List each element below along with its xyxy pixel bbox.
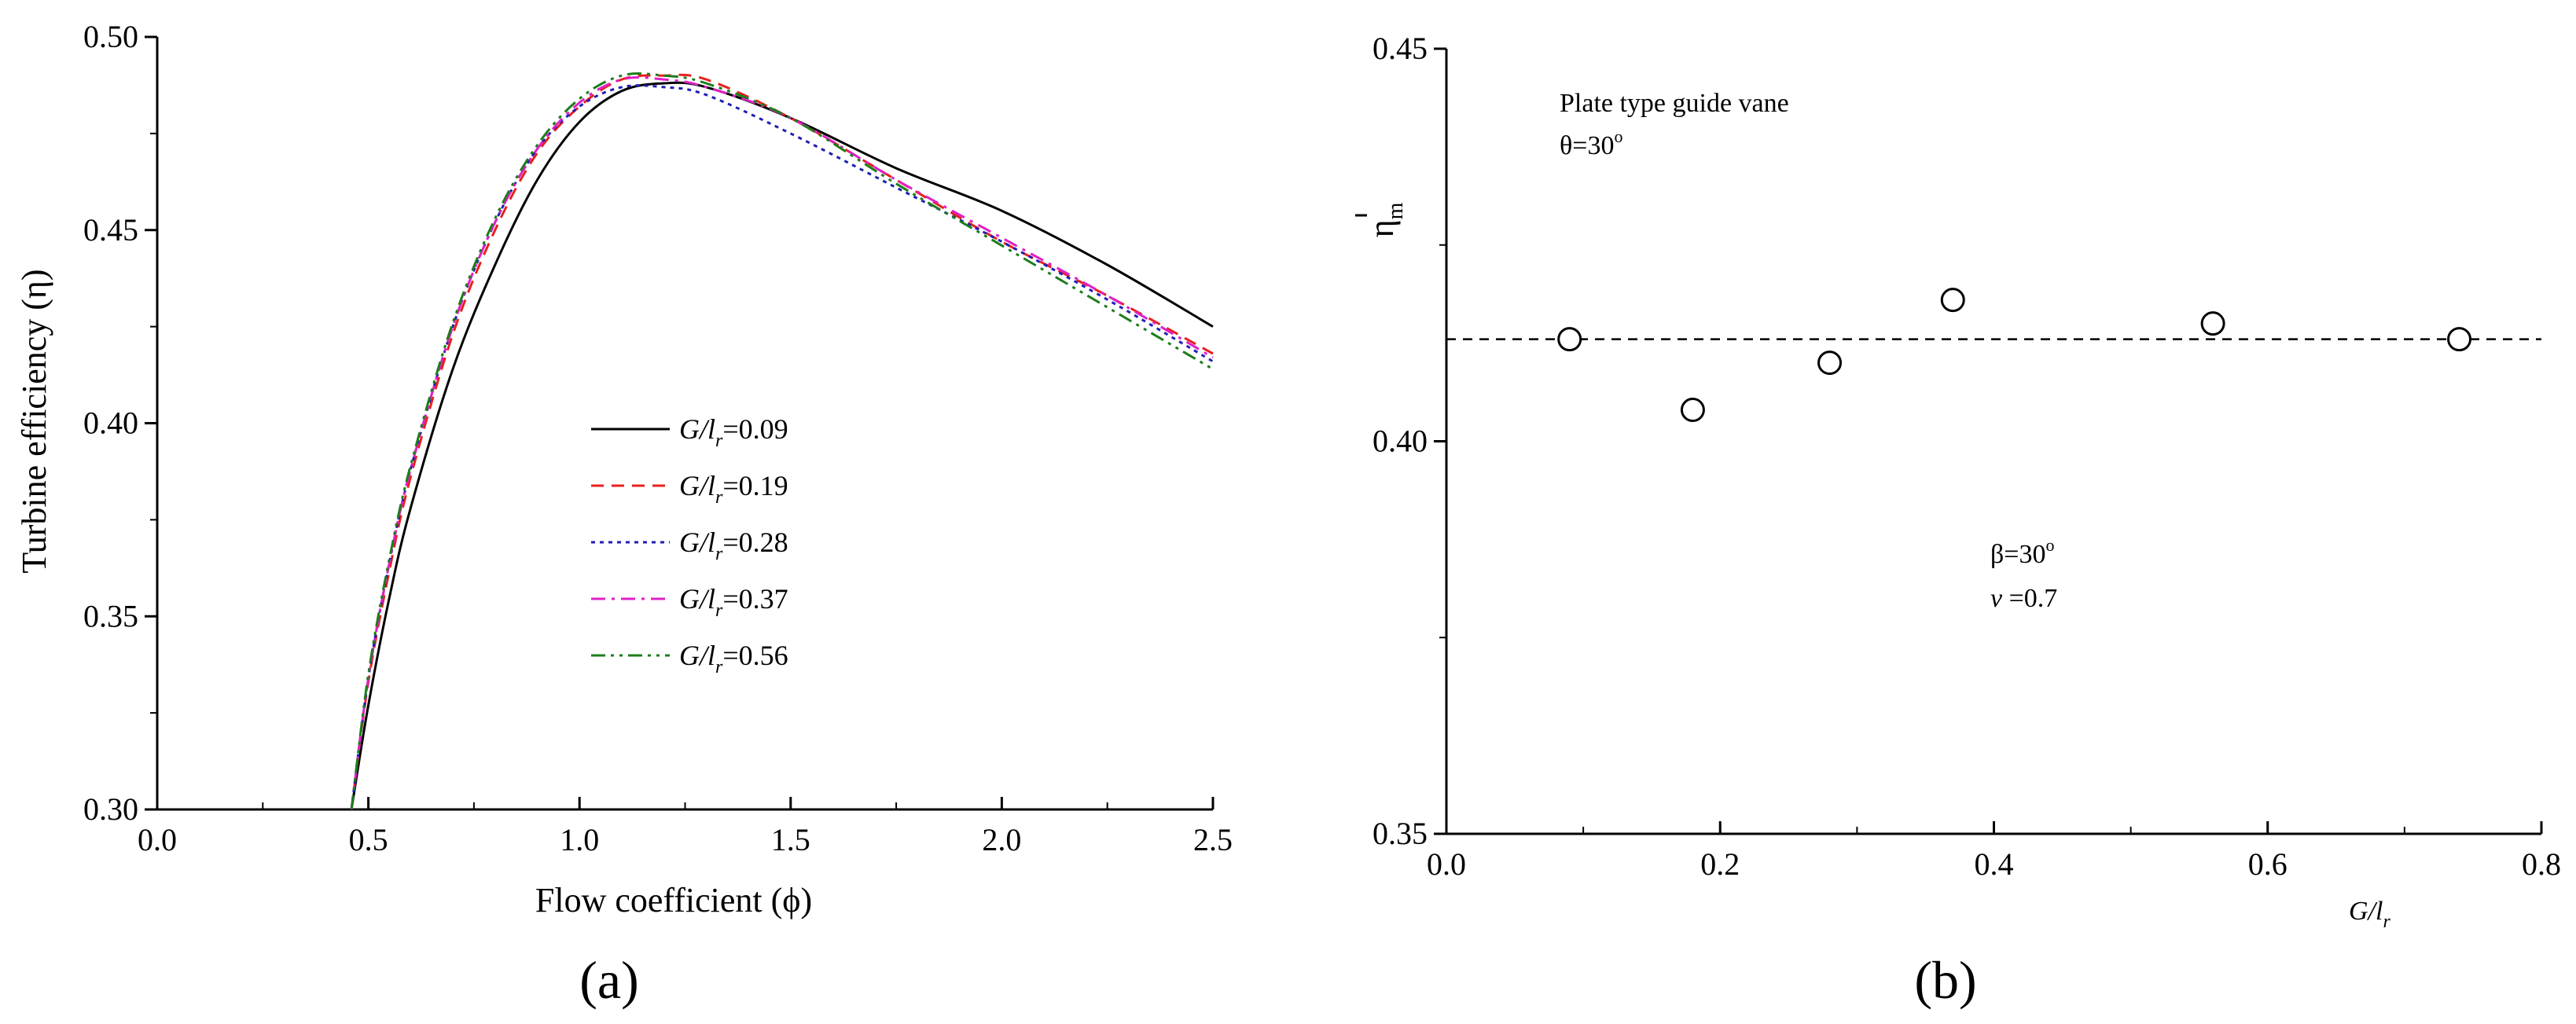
legend-label-2: G/lr=0.19 (679, 470, 788, 508)
legend-label-4: G/lr=0.37 (679, 583, 788, 621)
chart-b-data-point-1 (1557, 327, 1582, 352)
chart-b-data-point-2 (1680, 398, 1705, 423)
chart-b-y-tick-label: 0.35 (1373, 816, 1428, 851)
chart-b-annotation-theta: θ=30o (1560, 127, 1622, 160)
chart-a-series-line-1 (350, 81, 1214, 810)
chart-b-annotation-guide-vane: Plate type guide vane (1560, 89, 1789, 118)
chart-b-x-tick-label: 0.4 (1975, 846, 2014, 882)
chart-a-series-line-5 (350, 72, 1214, 810)
chart-b-ticks: 0.0 0.2 0.4 0.6 0.8 0.35 0.40 0.45 (1373, 31, 2561, 882)
chart-a-legend: G/lr=0.09 G/lr=0.19 G/lr=0.28 G/lr=0.37 G/lr… (591, 413, 788, 677)
chart-a-x-tick-label: 0.5 (349, 822, 388, 857)
chart-b-data-point-3 (1817, 351, 1843, 376)
chart-a-y-axis-title: Turbine efficiency (η) (15, 269, 53, 573)
chart-b-y-axis-title: ηm (1355, 202, 1408, 237)
chart-b-points (1557, 288, 2472, 423)
chart-a-y-tick-label: 0.40 (83, 406, 138, 441)
chart-b-panel-label: (b) (1914, 950, 1976, 1010)
chart-panel-b: 0.0 0.2 0.4 0.6 0.8 0.35 0.40 0.45 Plate type g… (1355, 31, 2561, 1010)
chart-b-x-tick-label: 0.8 (2522, 846, 2561, 882)
chart-a-y-tick-label: 0.35 (83, 598, 138, 633)
chart-a-x-tick-label: 2.5 (1193, 822, 1233, 857)
chart-b-y-tick-label: 0.40 (1373, 424, 1428, 459)
chart-a-x-tick-label: 1.5 (771, 822, 810, 857)
svg-text:ηm: ηm (1362, 202, 1408, 237)
chart-a-y-tick-label: 0.50 (83, 19, 138, 54)
chart-b-annotation-v: v =0.7 (1990, 584, 2057, 613)
legend-label-3: G/lr=0.28 (679, 527, 788, 564)
chart-panel-a: 0.0 0.5 1.0 1.5 2.0 2.5 0.30 0.35 0.40 0.45 0.50 G… (15, 19, 1233, 1010)
legend-label-5: G/lr=0.56 (679, 640, 788, 677)
chart-b-x-tick-label: 0.6 (2248, 846, 2288, 882)
chart-b-x-tick-label: 0.2 (1700, 846, 1740, 882)
chart-b-data-point-6 (2447, 327, 2472, 352)
chart-b-annotation-beta: β=30o (1990, 535, 2054, 569)
chart-a-y-tick-label: 0.45 (83, 212, 138, 248)
chart-a-ticks: 0.0 0.5 1.0 1.5 2.0 2.5 0.30 0.35 0.40 0.45 0.50 (83, 19, 1233, 857)
chart-b-x-tick-label: 0.0 (1427, 846, 1466, 882)
chart-a-x-tick-label: 1.0 (560, 822, 599, 857)
chart-a-series-line-2 (350, 73, 1214, 810)
chart-a-x-tick-label: 0.0 (138, 822, 177, 857)
chart-a-series (350, 72, 1214, 810)
chart-a-y-tick-label: 0.30 (83, 791, 138, 827)
legend-label-1: G/lr=0.09 (679, 413, 788, 451)
chart-a-x-tick-label: 2.0 (982, 822, 1021, 857)
chart-b-x-axis-title: G/lr (2349, 897, 2390, 932)
chart-b-y-tick-label: 0.45 (1373, 31, 1428, 66)
chart-a-x-axis-title: Flow coefficient (ϕ) (535, 881, 812, 919)
chart-b-data-point-4 (1940, 288, 1965, 313)
chart-b-data-point-5 (2200, 311, 2225, 336)
chart-a-panel-label: (a) (579, 950, 638, 1010)
